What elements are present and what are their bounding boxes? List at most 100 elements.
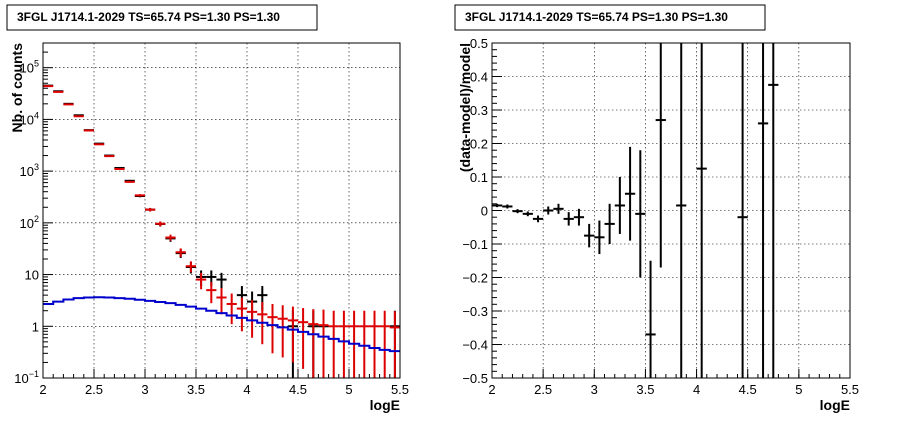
- x-tick-label: 3: [591, 382, 598, 397]
- data-point: [543, 206, 554, 215]
- counts-panel: 3FGL J1714.1-2029 TS=65.74 PS=1.30 PS=1.…: [6, 4, 409, 413]
- x-tick-label: 4: [243, 382, 250, 397]
- y-tick-label: −0.4: [462, 338, 488, 353]
- data-point: [226, 293, 237, 325]
- counts-title: 3FGL J1714.1-2029 TS=65.74 PS=1.30 PS=1.…: [17, 10, 280, 24]
- x-tick-label: 2.5: [85, 382, 103, 397]
- x-tick-label: 4.5: [739, 382, 757, 397]
- data-point: [757, 43, 769, 378]
- data-point: [492, 203, 503, 208]
- data-point: [594, 220, 605, 255]
- data-point: [298, 308, 309, 369]
- y-tick-label: −0.5: [462, 371, 488, 386]
- y-tick-label: 0.3: [470, 103, 488, 118]
- data-point: [287, 306, 298, 363]
- data-point: [512, 209, 523, 214]
- counts-y-axis-label: Nb. of counts: [9, 43, 25, 133]
- data-point: [328, 310, 339, 378]
- x-tick-label: 5.5: [841, 382, 859, 397]
- data-point: [573, 208, 585, 226]
- data-point: [359, 310, 370, 378]
- data-point: [308, 309, 319, 378]
- data-point: [104, 155, 115, 158]
- data-point: [247, 300, 258, 338]
- data-point: [236, 297, 247, 332]
- counts-plot-frame: [42, 42, 401, 379]
- y-tick-label: 0: [481, 204, 488, 219]
- residual-ticks: 2 2.5 3 3.5 4 4.5 5 5.5 −0.5 −0.4 −0.3 −0.2 −0.1 0 0.1…: [462, 36, 859, 397]
- data-point: [216, 272, 227, 290]
- x-tick-label: 3.5: [187, 382, 205, 397]
- data-point: [655, 43, 666, 268]
- y-tick-label: 102: [20, 214, 39, 231]
- data-point: [502, 204, 513, 209]
- data-point: [696, 43, 707, 378]
- data-point: [604, 203, 615, 244]
- y-tick-label: 0.1: [470, 170, 488, 185]
- y-tick-label: 103: [20, 162, 39, 179]
- x-tick-label: 2.5: [534, 382, 552, 397]
- data-point: [737, 43, 748, 378]
- y-tick-label: −0.3: [462, 304, 488, 319]
- y-tick-label: 0.2: [470, 137, 488, 152]
- data-point: [584, 223, 595, 248]
- data-point: [196, 272, 207, 290]
- x-tick-label: 4: [693, 382, 700, 397]
- data-point: [216, 287, 227, 315]
- data-point: [277, 305, 288, 358]
- x-tick-label: 5.5: [391, 382, 409, 397]
- data-point: [338, 310, 349, 378]
- data-point: [94, 143, 105, 146]
- counts-ticks: 2 2.5 3 3.5 4 4.5 5 5.5 10−1 1 10 102 103 104 105: [14, 42, 409, 397]
- y-tick-label: 10−1: [14, 369, 39, 386]
- y-tick-label: 10: [25, 268, 39, 283]
- counts-grid: [43, 43, 400, 378]
- x-tick-label: 5: [345, 382, 352, 397]
- residual-panel: 3FGL J1714.1-2029 TS=65.74 PS=1.30 PS=1.…: [454, 4, 859, 413]
- data-point: [553, 203, 564, 214]
- y-tick-label: 0.5: [470, 36, 488, 51]
- model-step-line: [43, 296, 400, 353]
- data-point: [206, 281, 217, 304]
- y-tick-label: 1: [32, 319, 39, 334]
- x-tick-label: 2: [488, 382, 495, 397]
- x-tick-label: 3.5: [636, 382, 654, 397]
- residual-x-axis-label: logE: [820, 397, 850, 413]
- data-point: [165, 234, 176, 241]
- residual-title-box: [454, 4, 766, 31]
- x-tick-label: 5: [795, 382, 802, 397]
- data-point: [114, 167, 125, 170]
- data-point: [83, 129, 94, 132]
- data-point: [532, 215, 544, 223]
- counts-x-axis-label: logE: [370, 397, 400, 413]
- residual-y-axis-label: (data-model)/model: [457, 43, 473, 172]
- x-tick-label: 2: [39, 382, 46, 397]
- data-point: [145, 207, 156, 212]
- residual-series: [492, 43, 779, 378]
- data-point: [614, 177, 625, 234]
- data-point: [124, 180, 135, 183]
- y-tick-label: −0.1: [462, 237, 488, 252]
- data-point: [563, 212, 574, 226]
- data-point: [318, 309, 329, 378]
- counts-title-box: [6, 4, 318, 31]
- data-point: [522, 211, 533, 217]
- counts-series: [43, 84, 400, 378]
- y-tick-label: 104: [20, 110, 39, 127]
- data-point: [267, 303, 278, 354]
- data-point: [624, 146, 636, 241]
- data-point: [676, 43, 687, 378]
- y-tick-label: −0.2: [462, 271, 488, 286]
- data-point: [645, 260, 656, 378]
- data-point: [134, 194, 145, 197]
- data-point: [155, 221, 166, 227]
- data-point: [768, 43, 779, 378]
- data-point: [175, 248, 186, 257]
- y-tick-label: 0.4: [470, 70, 488, 85]
- data-point: [635, 150, 646, 278]
- residual-title: 3FGL J1714.1-2029 TS=65.74 PS=1.30 PS=1.…: [465, 10, 728, 24]
- data-point: [379, 310, 390, 378]
- x-tick-label: 4.5: [289, 382, 307, 397]
- data-point: [389, 311, 400, 378]
